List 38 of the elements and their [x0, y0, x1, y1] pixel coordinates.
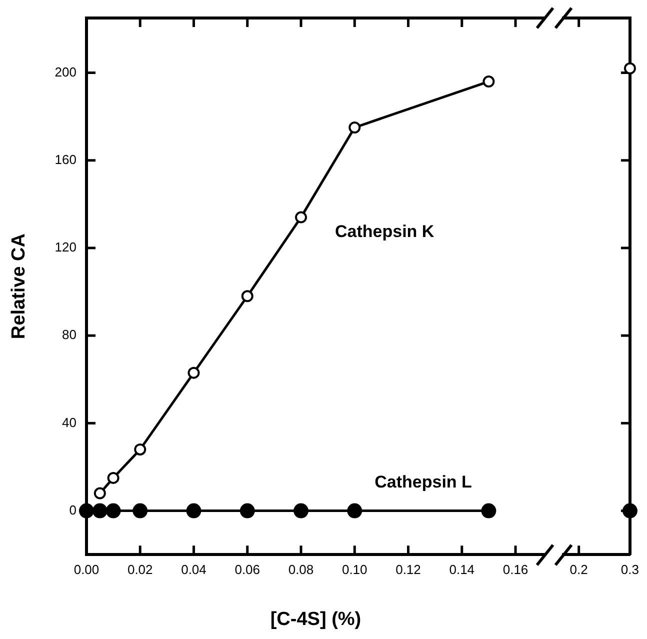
point	[295, 211, 307, 224]
y-tick-label: 120	[54, 240, 76, 255]
y-tick-label: 0	[69, 502, 76, 518]
point	[481, 503, 496, 518]
point	[241, 290, 254, 302]
y-axis-title: Relative CA	[8, 233, 30, 340]
point	[107, 472, 120, 484]
point	[482, 76, 495, 88]
series-label: Cathepsin L	[374, 472, 472, 492]
point	[294, 503, 308, 518]
x-tick-label: 0.00	[74, 562, 100, 577]
x-axis-title: [C-4S] (%)	[270, 608, 362, 630]
x-tick-label: 0.10	[342, 562, 368, 577]
y-tick-label: 80	[62, 327, 76, 342]
point	[132, 503, 148, 518]
point	[347, 503, 362, 518]
x-tick-label: 0.12	[396, 562, 421, 577]
x-tick-label: 0.06	[234, 562, 260, 577]
x-tick-label: 0.2	[570, 562, 588, 577]
x-tick-label: 0.3	[620, 562, 640, 577]
point	[240, 503, 255, 518]
x-tick-label: 0.02	[127, 562, 153, 577]
point	[94, 487, 106, 500]
x-tick-label: 0.04	[181, 562, 206, 577]
point	[92, 503, 108, 518]
point	[186, 503, 202, 518]
y-tick-label: 40	[62, 414, 76, 430]
point	[134, 443, 146, 456]
point	[348, 122, 361, 134]
x-tick-label: 0.08	[288, 562, 314, 577]
y-tick-label: 160	[54, 152, 76, 167]
series-label: Cathepsin K	[335, 222, 435, 241]
point	[106, 503, 121, 518]
point	[188, 366, 200, 379]
x-tick-label: 0.14	[449, 562, 475, 577]
x-tick-label: 0.16	[502, 562, 528, 577]
point	[78, 503, 94, 518]
y-tick-label: 200	[54, 64, 76, 80]
